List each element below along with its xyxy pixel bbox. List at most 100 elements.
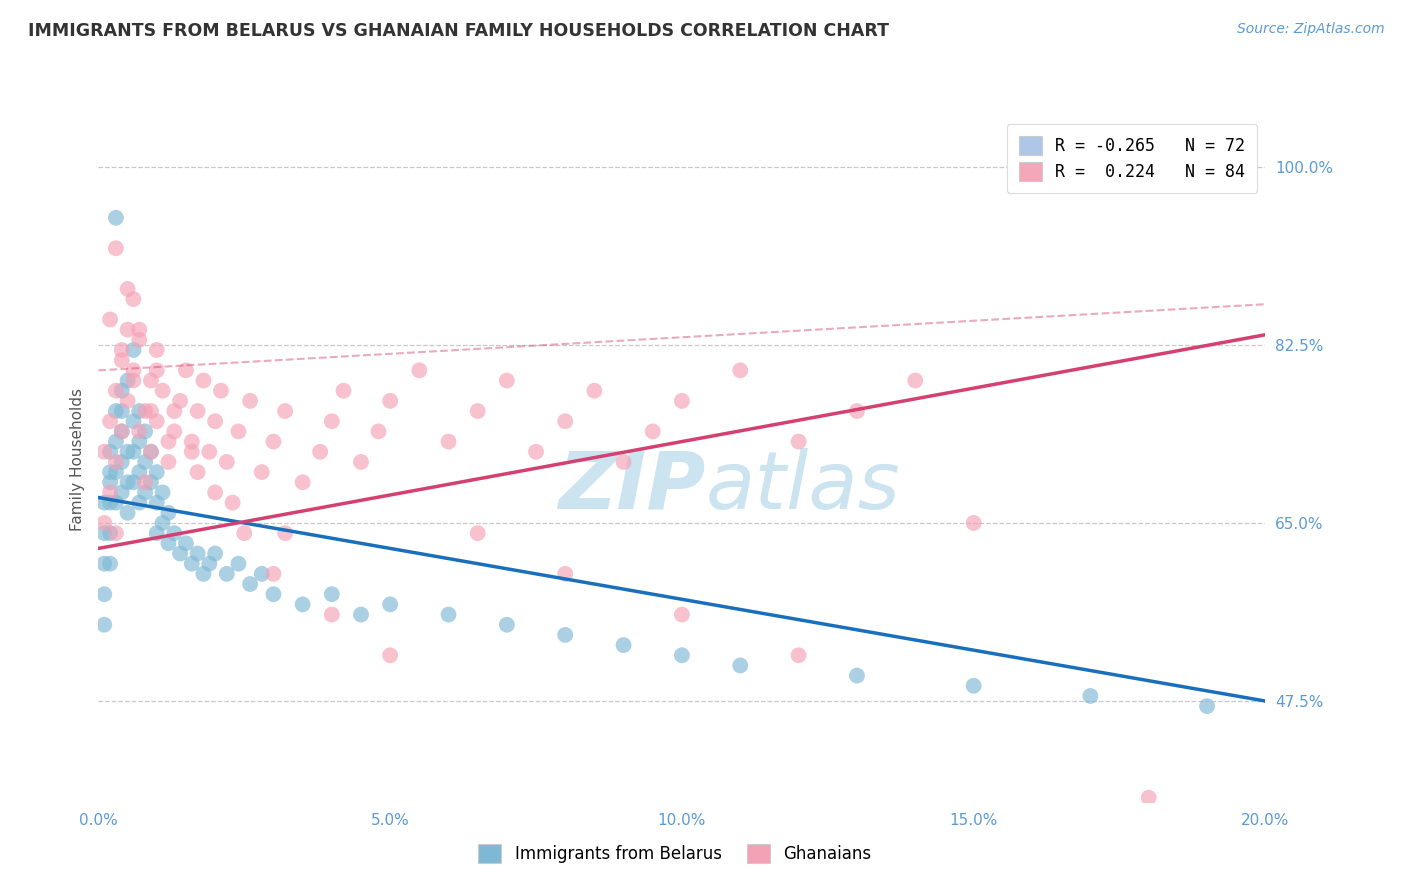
Point: [583, 384, 606, 398]
Point: [128, 434, 150, 449]
Point: [309, 444, 332, 458]
Point: [157, 506, 180, 520]
Point: [163, 425, 186, 439]
Point: [117, 282, 139, 296]
Point: [122, 292, 145, 306]
Point: [104, 241, 127, 255]
Point: [378, 598, 402, 612]
Point: [93, 444, 115, 458]
Point: [187, 547, 209, 561]
Point: [180, 557, 202, 571]
Point: [250, 465, 273, 479]
Point: [128, 495, 150, 509]
Point: [104, 455, 127, 469]
Point: [378, 648, 402, 663]
Point: [122, 475, 145, 490]
Point: [408, 363, 430, 377]
Point: [221, 495, 243, 509]
Point: [98, 465, 121, 479]
Point: [117, 323, 139, 337]
Point: [291, 475, 314, 490]
Point: [321, 607, 343, 622]
Point: [146, 526, 169, 541]
Point: [321, 587, 343, 601]
Point: [215, 455, 238, 469]
Point: [228, 425, 250, 439]
Point: [98, 557, 121, 571]
Point: [204, 547, 226, 561]
Point: [104, 495, 127, 509]
Point: [152, 384, 174, 398]
Point: [612, 638, 634, 652]
Point: [98, 475, 121, 490]
Point: [104, 384, 127, 398]
Point: [104, 434, 127, 449]
Point: [671, 648, 693, 663]
Point: [495, 617, 517, 632]
Point: [671, 393, 693, 408]
Point: [787, 434, 810, 449]
Point: [350, 455, 373, 469]
Point: [128, 404, 150, 418]
Point: [139, 374, 162, 388]
Point: [93, 587, 115, 601]
Point: [98, 485, 121, 500]
Y-axis label: Family Households: Family Households: [69, 388, 84, 531]
Point: [157, 434, 180, 449]
Point: [98, 414, 121, 428]
Point: [467, 526, 489, 541]
Point: [262, 566, 284, 581]
Point: [291, 598, 314, 612]
Point: [128, 323, 150, 337]
Point: [350, 607, 373, 622]
Point: [139, 444, 162, 458]
Point: [93, 495, 115, 509]
Point: [111, 485, 134, 500]
Point: [128, 465, 150, 479]
Point: [111, 384, 134, 398]
Point: [193, 566, 215, 581]
Legend: R = -0.265   N = 72, R =  0.224   N = 84: R = -0.265 N = 72, R = 0.224 N = 84: [1007, 124, 1257, 193]
Point: [169, 547, 191, 561]
Point: [146, 414, 169, 428]
Point: [104, 526, 127, 541]
Point: [180, 444, 202, 458]
Point: [117, 506, 139, 520]
Point: [117, 444, 139, 458]
Point: [262, 434, 284, 449]
Point: [274, 526, 297, 541]
Point: [554, 414, 576, 428]
Point: [104, 404, 127, 418]
Point: [612, 455, 634, 469]
Point: [152, 516, 174, 530]
Point: [198, 557, 221, 571]
Point: [378, 393, 402, 408]
Point: [93, 526, 115, 541]
Point: [845, 404, 868, 418]
Legend: Immigrants from Belarus, Ghanaians: Immigrants from Belarus, Ghanaians: [467, 832, 883, 875]
Point: [641, 425, 664, 439]
Point: [111, 425, 134, 439]
Point: [146, 495, 169, 509]
Point: [111, 353, 134, 368]
Point: [139, 475, 162, 490]
Point: [239, 577, 262, 591]
Point: [146, 465, 169, 479]
Point: [554, 628, 576, 642]
Point: [139, 404, 162, 418]
Point: [787, 648, 810, 663]
Point: [122, 444, 145, 458]
Point: [250, 566, 273, 581]
Point: [274, 404, 297, 418]
Point: [437, 434, 460, 449]
Point: [233, 526, 256, 541]
Point: [904, 374, 927, 388]
Point: [198, 444, 221, 458]
Point: [204, 414, 226, 428]
Point: [1080, 689, 1102, 703]
Point: [962, 679, 984, 693]
Point: [117, 475, 139, 490]
Point: [134, 455, 156, 469]
Point: [128, 425, 150, 439]
Point: [111, 455, 134, 469]
